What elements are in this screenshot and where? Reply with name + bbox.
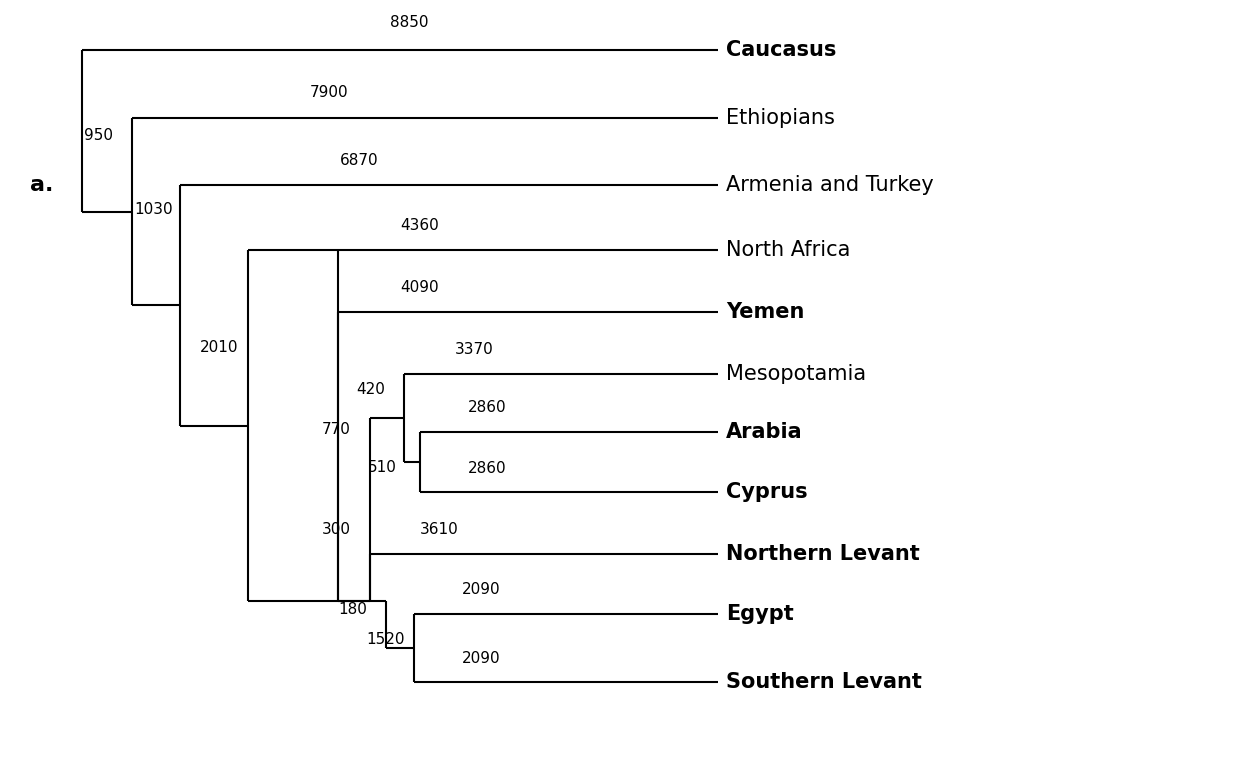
Text: 950: 950: [84, 127, 112, 143]
Text: Armenia and Turkey: Armenia and Turkey: [726, 175, 933, 195]
Text: 7900: 7900: [310, 85, 349, 100]
Text: Egypt: Egypt: [726, 604, 794, 624]
Text: 300: 300: [323, 522, 351, 538]
Text: Northern Levant: Northern Levant: [726, 544, 920, 564]
Text: 3610: 3610: [420, 522, 459, 537]
Text: a.: a.: [30, 175, 53, 195]
Text: Caucasus: Caucasus: [726, 40, 837, 60]
Text: 2860: 2860: [468, 400, 507, 415]
Text: Yemen: Yemen: [726, 302, 805, 322]
Text: 1520: 1520: [366, 632, 404, 647]
Text: 2010: 2010: [200, 341, 239, 355]
Text: 4360: 4360: [400, 218, 439, 233]
Text: Ethiopians: Ethiopians: [726, 108, 834, 128]
Text: 770: 770: [323, 422, 351, 438]
Text: 8850: 8850: [391, 15, 429, 30]
Text: 3370: 3370: [455, 342, 493, 357]
Text: 6870: 6870: [340, 153, 378, 168]
Text: 1030: 1030: [133, 203, 173, 217]
Text: 420: 420: [356, 383, 384, 397]
Text: Arabia: Arabia: [726, 422, 802, 442]
Text: 180: 180: [337, 602, 367, 618]
Text: North Africa: North Africa: [726, 240, 850, 260]
Text: Cyprus: Cyprus: [726, 482, 807, 502]
Text: 4090: 4090: [400, 280, 439, 295]
Text: Mesopotamia: Mesopotamia: [726, 364, 866, 384]
Text: 2090: 2090: [462, 651, 501, 666]
Text: 2860: 2860: [468, 461, 507, 476]
Text: Southern Levant: Southern Levant: [726, 672, 922, 692]
Text: 510: 510: [368, 460, 397, 476]
Text: 2090: 2090: [462, 582, 501, 597]
